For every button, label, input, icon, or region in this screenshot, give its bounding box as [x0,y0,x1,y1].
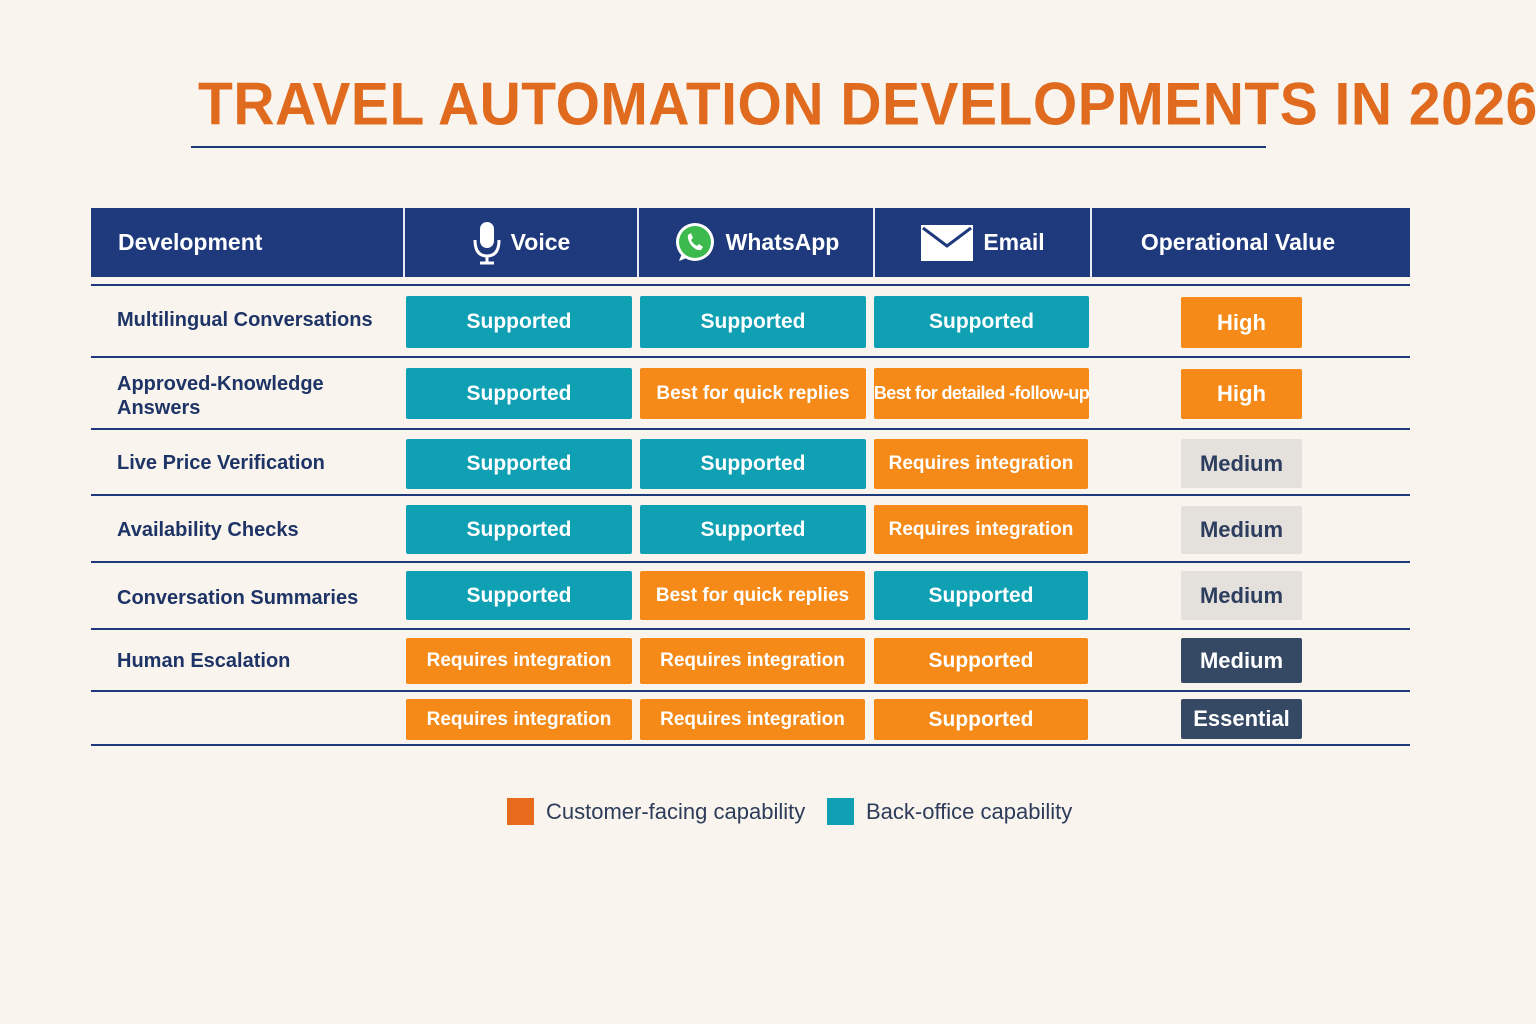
row-divider [91,744,1410,746]
row-label: Approved-Knowledge Answers [117,373,324,419]
column-header-label: Development [118,229,263,255]
column-divider [403,208,405,277]
column-divider [1090,208,1092,277]
whatsapp-cell: Best for quick replies [640,368,866,419]
envelope-icon [920,224,974,262]
voice-cell: Supported [406,571,632,620]
orange-swatch-icon [507,798,534,825]
row-divider [91,561,1410,563]
operational-value-badge: Medium [1181,439,1302,488]
row-label: Multilingual Conversations [117,309,373,331]
voice-cell: Supported [406,368,632,419]
legend-label: Back-office capability [866,798,1073,824]
operational-value-badge: Essential [1181,699,1302,739]
column-header-label: WhatsApp [725,229,840,255]
row-divider [91,690,1410,692]
whatsapp-cell: Supported [640,296,866,348]
email-cell: Supported [874,638,1088,684]
operational-value-badge: Medium [1181,638,1302,683]
column-header-email: Email [875,208,1090,277]
row-divider [91,494,1410,496]
row-divider [91,428,1410,430]
row-divider [91,628,1410,630]
whatsapp-icon [673,221,717,265]
row-label: Conversation Summaries [117,587,359,609]
column-header-label: Voice [510,229,571,255]
table-header: Development Voice WhatsApp [91,208,1410,277]
title-underline [191,146,1266,148]
column-header-value: Operational Value [1092,208,1384,277]
column-divider [637,208,639,277]
page-title: TRAVEL AUTOMATION DEVELOPMENTS IN 2026 [198,71,1536,139]
operational-value-badge: Medium [1181,506,1302,554]
whatsapp-cell: Requires integration [640,699,865,740]
legend-item-backoffice: Back-office capability [827,798,1072,825]
email-cell: Requires integration [874,505,1088,554]
teal-swatch-icon [827,798,854,825]
whatsapp-cell: Best for quick replies [640,571,865,620]
column-divider [873,208,875,277]
voice-cell: Supported [406,296,632,348]
column-header-whatsapp: WhatsApp [639,208,873,277]
whatsapp-cell: Supported [640,439,866,489]
email-cell: Requires integration [874,439,1088,489]
voice-cell: Requires integration [406,638,632,684]
column-header-label: Operational Value [1140,229,1336,255]
voice-cell: Requires integration [406,699,632,740]
row-label: Human Escalation [117,650,291,672]
whatsapp-cell: Requires integration [640,638,865,684]
operational-value-badge: High [1181,369,1302,419]
legend-label: Customer-facing capability [546,798,806,824]
column-header-development: Development [91,208,404,277]
operational-value-badge: High [1181,297,1302,348]
voice-cell: Supported [406,505,632,554]
row-label: Availability Checks [117,519,299,541]
column-header-voice: Voice [405,208,637,277]
column-header-label: Email [983,229,1045,255]
row-divider [91,284,1410,286]
whatsapp-cell: Supported [640,505,866,554]
row-label: Live Price Verification [117,452,325,474]
email-cell: Supported [874,699,1088,740]
row-divider [91,356,1410,358]
email-cell: Best for detailed -follow-up [874,368,1089,419]
operational-value-badge: Medium [1181,571,1302,620]
email-cell: Supported [874,571,1088,620]
microphone-icon [472,220,502,266]
legend-item-customer: Customer-facing capability [507,798,805,825]
voice-cell: Supported [406,439,632,489]
email-cell: Supported [874,296,1089,348]
